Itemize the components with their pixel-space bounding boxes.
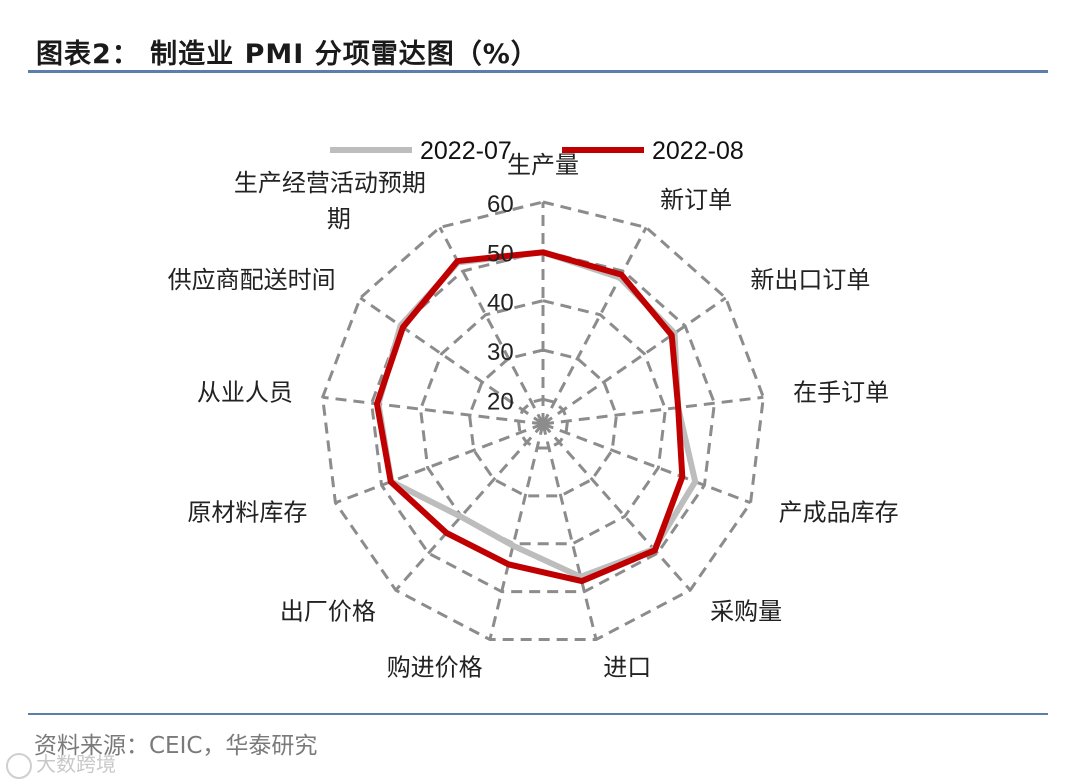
grid-spoke — [334, 422, 544, 505]
radar-series — [373, 249, 699, 585]
source-note: 资料来源：CEIC，华泰研究 — [34, 733, 318, 759]
grid-spoke — [541, 226, 648, 425]
title-bar: 图表2： 制造业 PMI 分项雷达图（%） — [28, 30, 1048, 73]
axis-label: 从业人员 — [197, 379, 293, 407]
watermark-logo-icon — [6, 752, 32, 779]
legend: 2022-07 2022-08 — [330, 137, 744, 165]
axis-label: 新出口订单 — [750, 266, 870, 294]
axis-label: 供应商配送时间 — [168, 266, 336, 294]
radar-grid — [321, 200, 765, 642]
axis-label: 在手订单 — [793, 379, 889, 407]
axis-label: 出厂价格 — [280, 598, 376, 626]
watermark-text: 大数跨境 — [36, 752, 116, 776]
axis-label: 产成品库存 — [779, 498, 899, 526]
r-tick-label: 40 — [487, 290, 514, 317]
r-tick-label: 60 — [487, 191, 514, 218]
axis-label: 新订单 — [660, 186, 732, 214]
chart-title: 图表2： 制造业 PMI 分项雷达图（%） — [36, 39, 539, 70]
grid-spoke — [542, 422, 752, 505]
grid-spoke — [394, 423, 545, 592]
grid-ring-40 — [419, 299, 667, 546]
grid-spoke — [488, 423, 545, 640]
grid-spoke — [322, 395, 544, 426]
axis-label: 购进价格 — [387, 654, 483, 682]
grid-spoke — [359, 296, 544, 426]
legend-label: 2022-07 — [420, 137, 512, 165]
grid-spoke — [542, 395, 764, 426]
r-tick-label: 20 — [487, 388, 514, 415]
watermark: 大数跨境 — [6, 748, 116, 779]
grid-spoke — [541, 423, 692, 592]
grid-spoke — [541, 423, 598, 640]
grid-ring-20 — [516, 397, 570, 450]
axis-label: 采购量 — [710, 598, 782, 626]
r-tick-label: 30 — [487, 339, 514, 366]
grid-ring-30 — [468, 348, 618, 498]
axis-label: 生产量 — [507, 151, 579, 179]
axis-label: 原材料库存 — [187, 498, 307, 526]
axis-label: 生产经营活动预期期 — [234, 169, 426, 233]
legend-label: 2022-08 — [652, 137, 744, 165]
r-tick-label: 50 — [487, 240, 514, 267]
grid-ring-60 — [321, 200, 765, 642]
series-line-2022-08 — [373, 249, 686, 585]
axis-label: 进口 — [603, 654, 651, 682]
footer-rule — [28, 713, 1048, 715]
grid-spoke — [542, 296, 727, 426]
